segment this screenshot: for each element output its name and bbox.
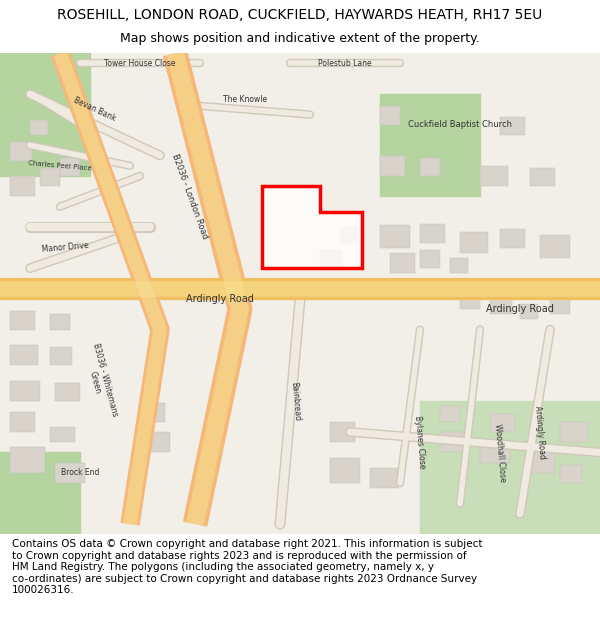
Text: Map shows position and indicative extent of the property.: Map shows position and indicative extent… xyxy=(120,32,480,45)
Bar xyxy=(10,142,32,161)
Bar xyxy=(140,432,170,452)
Polygon shape xyxy=(0,452,80,534)
Bar xyxy=(420,158,440,176)
Text: Bylanes Close: Bylanes Close xyxy=(413,415,427,469)
Bar xyxy=(10,448,45,473)
Bar xyxy=(330,422,355,442)
Bar xyxy=(380,225,410,248)
Bar xyxy=(500,117,525,135)
Bar xyxy=(10,411,35,432)
Polygon shape xyxy=(380,94,480,196)
Text: Charles Peel Place: Charles Peel Place xyxy=(28,160,92,171)
Text: Bainbread: Bainbread xyxy=(289,381,301,421)
Bar xyxy=(560,422,588,442)
Text: Ardingly Road: Ardingly Road xyxy=(486,304,554,314)
Bar xyxy=(440,406,460,422)
Bar xyxy=(370,468,398,488)
Bar xyxy=(550,296,570,314)
Bar xyxy=(390,253,415,273)
Text: Brock End: Brock End xyxy=(61,469,99,478)
Bar xyxy=(490,414,515,432)
Bar xyxy=(10,381,40,401)
Text: Ardingly Road: Ardingly Road xyxy=(533,405,547,459)
Bar xyxy=(560,465,582,483)
Bar xyxy=(10,345,38,366)
Bar xyxy=(460,291,480,309)
Bar xyxy=(440,432,465,452)
Text: Bevan Bank: Bevan Bank xyxy=(73,96,118,123)
Bar xyxy=(450,258,468,273)
Bar xyxy=(140,403,165,422)
Bar xyxy=(540,236,570,258)
Bar xyxy=(380,106,400,125)
Text: Tower House Close: Tower House Close xyxy=(104,59,176,68)
Bar xyxy=(530,452,555,473)
Text: Polestub Lane: Polestub Lane xyxy=(318,59,372,68)
Bar xyxy=(50,347,72,366)
Text: B2036 - London Road: B2036 - London Road xyxy=(170,152,209,240)
Bar xyxy=(320,250,342,268)
Text: Manor Drive: Manor Drive xyxy=(41,241,89,254)
Polygon shape xyxy=(420,401,600,534)
Bar xyxy=(50,427,75,442)
Bar xyxy=(490,296,512,314)
Bar xyxy=(500,229,525,248)
Bar xyxy=(10,311,35,329)
Bar xyxy=(420,224,445,243)
Bar xyxy=(40,168,60,186)
Text: B3036 - Whitemans
Green: B3036 - Whitemans Green xyxy=(81,342,119,420)
Bar xyxy=(420,250,440,268)
Text: Cuckfield Baptist Church: Cuckfield Baptist Church xyxy=(408,120,512,129)
Bar xyxy=(460,232,488,253)
Bar xyxy=(50,314,70,329)
Bar xyxy=(480,166,508,186)
Bar xyxy=(10,176,35,196)
Bar xyxy=(340,228,358,242)
Bar xyxy=(380,156,405,176)
Polygon shape xyxy=(0,53,90,176)
Bar xyxy=(30,119,48,135)
Bar xyxy=(55,383,80,401)
Text: Woodhall Close: Woodhall Close xyxy=(493,423,507,482)
Text: Ardingly Road: Ardingly Road xyxy=(186,294,254,304)
Bar xyxy=(520,304,538,319)
Text: ROSEHILL, LONDON ROAD, CUCKFIELD, HAYWARDS HEATH, RH17 5EU: ROSEHILL, LONDON ROAD, CUCKFIELD, HAYWAR… xyxy=(58,8,542,22)
Bar xyxy=(480,444,510,462)
Bar xyxy=(530,168,555,186)
Text: Contains OS data © Crown copyright and database right 2021. This information is : Contains OS data © Crown copyright and d… xyxy=(12,539,482,595)
Polygon shape xyxy=(262,186,362,268)
Bar xyxy=(330,458,360,483)
Bar xyxy=(60,158,80,176)
Text: The Knowle: The Knowle xyxy=(223,95,267,104)
Bar xyxy=(55,462,85,483)
